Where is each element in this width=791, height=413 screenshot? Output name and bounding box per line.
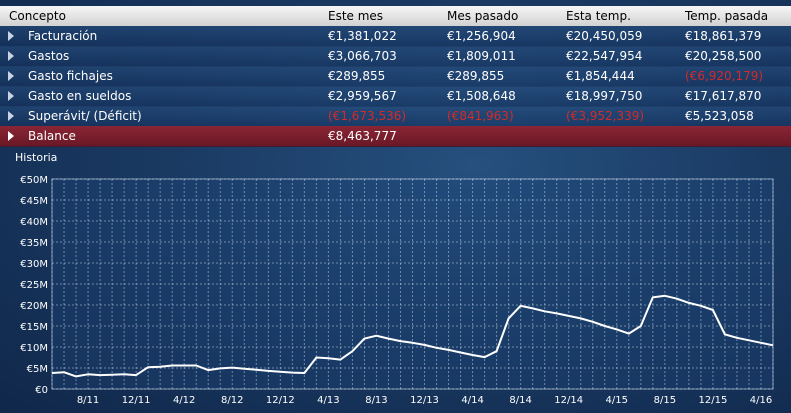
cell-value: €1,809,011 [447,49,516,63]
table-row-gasto-sueldos[interactable]: Gasto en sueldos €2,959,567 €1,508,648 €… [0,86,791,107]
y-tick-label: €35M [20,238,48,249]
row-label: Facturación [28,29,98,43]
expand-arrow-icon[interactable] [8,111,14,121]
row-label: Gastos [28,49,70,63]
cell-value: €22,547,954 [566,49,643,63]
row-label: Gasto fichajes [28,69,113,83]
cell-value: €18,997,750 [566,89,643,103]
x-tick-label: 8/11 [77,395,99,406]
x-tick-label: 8/14 [509,395,531,406]
y-tick-label: €5M [27,364,48,375]
row-label: Superávit/ (Déficit) [28,109,142,123]
y-tick-label: €10M [20,343,48,354]
cell-value: €20,450,059 [566,29,643,43]
cell-value: €1,854,444 [566,69,635,83]
cell-value: €2,959,567 [328,89,397,103]
x-tick-label: 4/15 [606,395,628,406]
table-row-superavit[interactable]: Superávit/ (Déficit) (€1,673,536) (€841,… [0,106,791,127]
header-esta-temp[interactable]: Esta temp. [566,9,631,23]
cell-value: €1,508,648 [447,89,516,103]
plot-area [51,178,774,390]
series-line [51,294,774,378]
x-tick-label: 12/12 [266,395,295,406]
table-row-gastos[interactable]: Gastos €3,066,703 €1,809,011 €22,547,954… [0,46,791,67]
header-mes-pasado[interactable]: Mes pasado [447,9,519,23]
x-axis: 8/11 12/11 4/12 8/12 12/12 4/13 8/13 12/13 4/14 8… [77,395,772,406]
x-tick-label: 4/13 [317,395,339,406]
header-este-mes[interactable]: Este mes [328,9,384,23]
x-tick-label: 12/13 [410,395,439,406]
x-tick-label: 12/14 [554,395,583,406]
cell-value-negative: (€841,963) [447,109,514,123]
table-row-gasto-fichajes[interactable]: Gasto fichajes €289,855 €289,855 €1,854,… [0,66,791,87]
y-tick-label: €0 [35,385,48,396]
x-tick-label: 12/11 [122,395,151,406]
y-tick-label: €30M [20,259,48,270]
table-row-balance[interactable]: Balance €8,463,777 [0,126,791,147]
x-tick-label: 4/12 [173,395,195,406]
x-tick-label: 8/12 [221,395,243,406]
header-temp-pasada[interactable]: Temp. pasada [685,9,769,23]
cell-value: €17,617,870 [685,89,762,103]
x-tick-label: 4/14 [461,395,483,406]
y-tick-label: €50M [20,175,48,186]
expand-arrow-icon[interactable] [8,71,14,81]
y-axis: €0 €5M €10M €15M €20M €25M €30M €35M €40M €45M €50… [20,175,48,396]
y-tick-label: €40M [20,217,48,228]
y-tick-label: €15M [20,322,48,333]
expand-arrow-icon[interactable] [8,31,14,41]
cell-value: €3,066,703 [328,49,397,63]
history-title: Historia [15,151,58,164]
cell-value: €18,861,379 [685,29,762,43]
cell-value: €289,855 [447,69,505,83]
cell-value: €289,855 [328,69,386,83]
cell-value: €5,523,058 [685,109,754,123]
row-label: Balance [28,129,76,143]
table-header: Concepto Este mes Mes pasado Esta temp. … [0,6,791,26]
chart-grid [51,178,774,390]
x-tick-label: 8/13 [365,395,387,406]
history-chart: €0 €5M €10M €15M €20M €25M €30M €35M €40M €45M €50… [20,175,774,406]
cell-value-negative: (€1,673,536) [328,109,407,123]
expand-arrow-icon[interactable] [8,51,14,61]
cell-value: €20,258,500 [685,49,762,63]
x-tick-label: 4/16 [750,395,772,406]
cell-value-negative: (€6,920,179) [685,69,764,83]
cell-value: €1,256,904 [447,29,516,43]
row-label: Gasto en sueldos [28,89,132,103]
y-tick-label: €45M [20,196,48,207]
x-tick-label: 12/15 [699,395,728,406]
header-concepto[interactable]: Concepto [9,9,66,23]
balance-value: €8,463,777 [328,129,397,143]
x-tick-label: 8/15 [654,395,676,406]
table-row-facturacion[interactable]: Facturación €1,381,022 €1,256,904 €20,45… [0,26,791,47]
y-tick-label: €25M [20,280,48,291]
y-tick-label: €20M [20,301,48,312]
expand-arrow-icon[interactable] [8,131,14,141]
expand-arrow-icon[interactable] [8,91,14,101]
cell-value-negative: (€3,952,339) [566,109,645,123]
cell-value: €1,381,022 [328,29,397,43]
